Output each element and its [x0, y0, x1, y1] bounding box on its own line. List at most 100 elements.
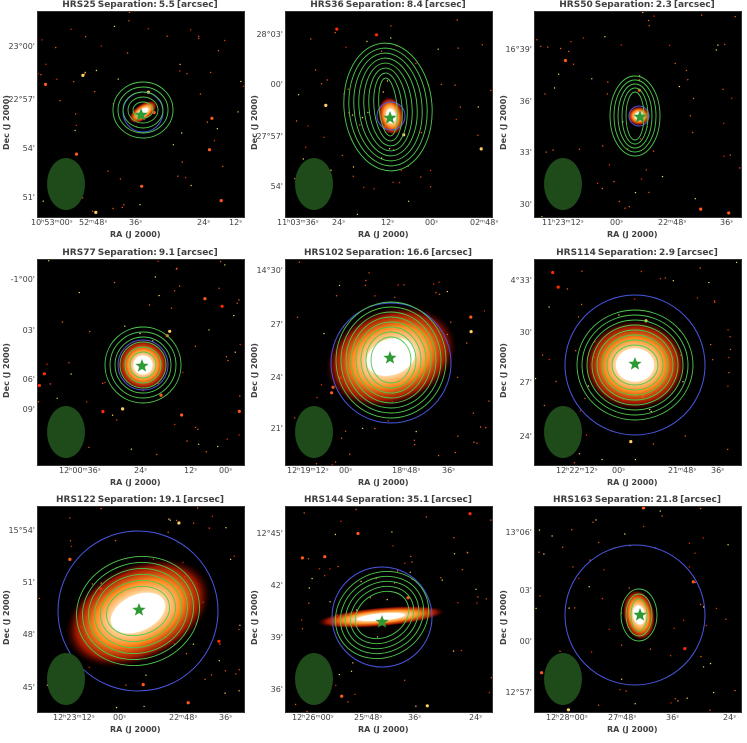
field-star [715, 607, 718, 610]
x-axis-label: RA (J 2000) [358, 230, 409, 239]
separation-label: Separation: [594, 0, 654, 10]
field-star [345, 46, 347, 48]
panel-title: HRS36 Separation: 8.4 [arcsec] [285, 0, 491, 10]
aperture-circle [564, 294, 706, 436]
field-star [607, 81, 609, 83]
x-tick-label: 24ˢ [723, 713, 737, 722]
field-star [705, 624, 707, 627]
contour-line [119, 341, 167, 389]
x-tick-label: 12ʰ00ᵐ36ˢ [59, 466, 101, 475]
field-star [147, 28, 149, 30]
field-star [335, 295, 338, 297]
contour-line [129, 351, 157, 379]
field-star [587, 385, 590, 387]
field-star [457, 435, 459, 437]
sky-image-canvas [38, 507, 244, 712]
field-star [476, 442, 478, 444]
field-star [117, 78, 119, 80]
x-axis-label: RA (J 2000) [358, 725, 409, 734]
field-star [93, 90, 96, 93]
field-star [139, 204, 141, 206]
field-star [306, 710, 308, 712]
field-star [673, 627, 675, 630]
contour-line [340, 306, 442, 414]
field-star [157, 260, 159, 263]
separation-label: Separation: [594, 495, 654, 505]
contour-line [109, 331, 177, 399]
field-star [604, 36, 606, 38]
field-star [40, 74, 42, 76]
field-star [311, 577, 313, 580]
field-star [382, 91, 384, 93]
field-star [69, 517, 71, 519]
field-star [488, 692, 491, 694]
aperture-circle [331, 566, 433, 668]
field-star [116, 419, 118, 421]
field-star [237, 409, 241, 413]
field-star [91, 210, 94, 212]
field-star [694, 198, 696, 200]
star-icon [383, 351, 397, 364]
y-tick-label: 13°06' [505, 528, 532, 537]
contour-line [576, 309, 694, 421]
field-star [429, 186, 432, 188]
field-star [710, 343, 712, 346]
field-star [572, 63, 575, 65]
field-star [198, 35, 200, 37]
y-axis-label: Dec (J 2000) [250, 590, 259, 645]
field-star [582, 37, 584, 39]
field-star [181, 161, 183, 163]
field-star [699, 267, 701, 269]
field-star [360, 580, 362, 583]
field-star [677, 700, 679, 702]
field-star [211, 515, 214, 517]
separation-value: 16.6 [406, 248, 430, 258]
field-star [374, 295, 376, 297]
field-star [70, 373, 72, 375]
field-star [699, 507, 702, 510]
field-star [308, 587, 310, 589]
field-star [606, 93, 609, 95]
x-tick-label: 12ˢ [381, 218, 395, 227]
field-star [714, 301, 716, 303]
star-icon [132, 603, 146, 616]
x-tick-label: 02ᵐ48ˢ [470, 218, 499, 227]
field-star [578, 453, 581, 455]
panel-title: HRS122 Separation: 19.1 [arcsec] [37, 495, 243, 505]
field-star [310, 38, 312, 40]
field-star [46, 363, 48, 365]
ellipse-beam-icon [544, 158, 582, 210]
x-tick-label: 00ˢ [339, 466, 353, 475]
x-tick-label: 12ʰ26ᵐ00ˢ [292, 713, 334, 722]
field-star [570, 41, 572, 43]
field-star [433, 283, 435, 285]
field-star [596, 182, 599, 185]
separation-value: 2.3 [655, 0, 672, 10]
field-star [123, 204, 125, 206]
field-star [340, 520, 342, 522]
field-star [141, 683, 145, 687]
contour-line [630, 598, 648, 632]
field-star [170, 307, 173, 309]
field-star [597, 704, 600, 706]
y-tick-label: 24' [519, 432, 532, 441]
contour-line [368, 67, 408, 147]
x-tick-label: 52ᵐ48ˢ [79, 218, 108, 227]
y-tick-label: 12°45' [256, 529, 283, 538]
field-star [708, 281, 710, 284]
field-star [297, 94, 300, 96]
field-star [548, 306, 550, 308]
field-star [674, 698, 676, 700]
separation-label: Separation: [345, 0, 405, 10]
x-tick-label: 12ʰ19ᵐ12ˢ [287, 466, 329, 475]
field-star [409, 571, 411, 573]
field-star [702, 666, 705, 668]
contour-line [373, 72, 403, 142]
contour-line [360, 326, 422, 394]
field-star [483, 310, 486, 312]
field-star [229, 558, 232, 561]
field-star [672, 280, 674, 282]
panel-title: HRS50 Separation: 2.3 [arcsec] [534, 0, 740, 10]
field-star [350, 670, 353, 672]
field-star [585, 434, 588, 436]
